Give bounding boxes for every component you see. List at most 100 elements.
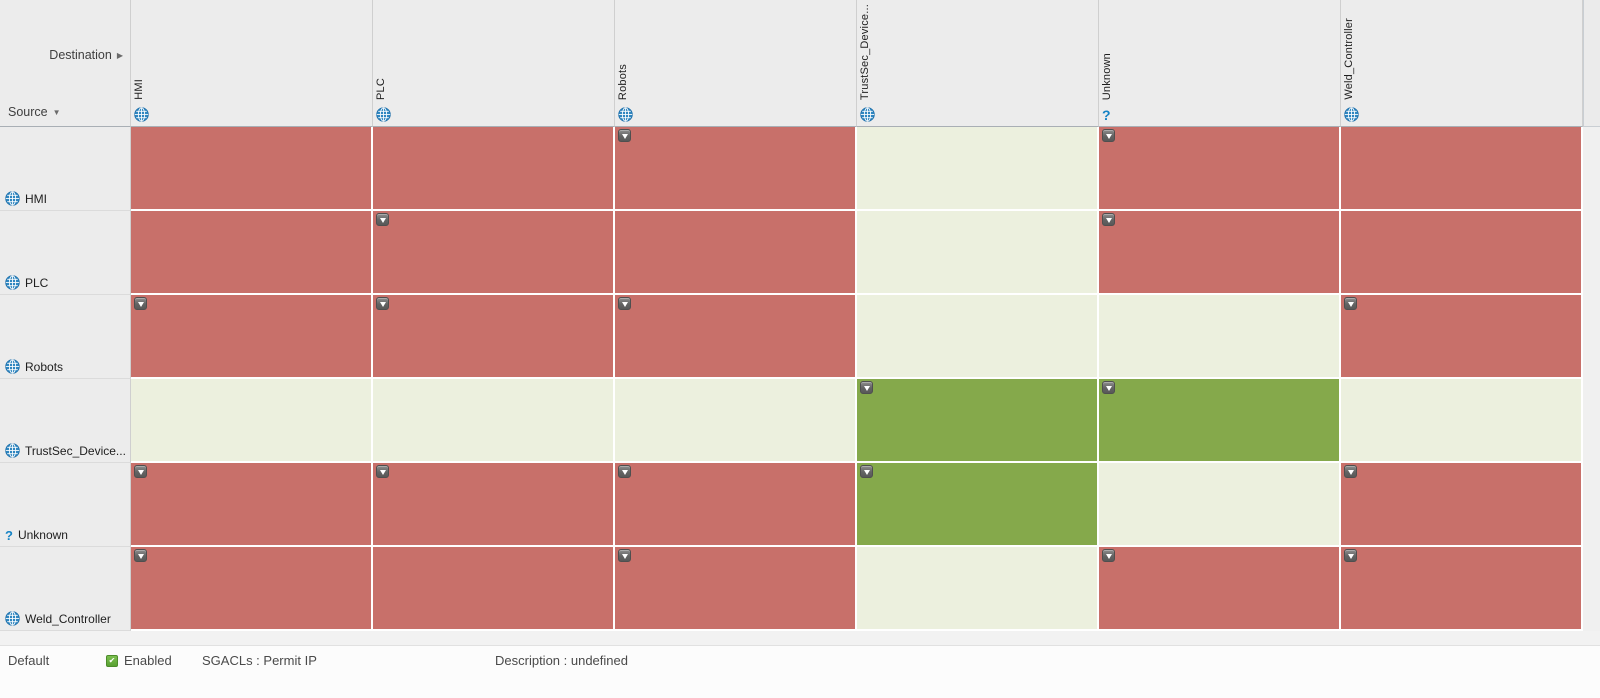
cell-menu-arrow-icon[interactable] [618,297,631,310]
cell-hmi-weld-controller[interactable] [1341,127,1583,211]
globe-icon [5,275,20,290]
cell-unknown-plc[interactable] [373,463,615,547]
cell-trustsec-device-hmi[interactable] [131,379,373,463]
matrix-corner-cell: Destination ▶ Source ▼ [0,0,131,127]
cell-trustsec-device-plc[interactable] [373,379,615,463]
cell-menu-arrow-icon[interactable] [618,549,631,562]
column-header-unknown[interactable]: Unknown? [1099,0,1341,127]
matrix-grid: Destination ▶ Source ▼ HMI PLC Robots Trust… [0,0,1583,631]
column-header-label: Unknown [1101,52,1113,100]
globe-icon [134,107,149,122]
cell-menu-arrow-icon[interactable] [134,465,147,478]
row-header-trustsec-device[interactable]: TrustSec_Device... [0,379,131,463]
cell-trustsec-device-trustsec-device[interactable] [857,379,1099,463]
cell-trustsec-device-unknown[interactable] [1099,379,1341,463]
cell-weld-controller-robots[interactable] [615,547,857,631]
cell-weld-controller-plc[interactable] [373,547,615,631]
cell-plc-unknown[interactable] [1099,211,1341,295]
cell-menu-arrow-icon[interactable] [1344,549,1357,562]
enabled-status: Enabled [106,653,172,668]
sgacls-status-text: SGACLs : Permit IP [202,653,317,668]
cell-unknown-unknown[interactable] [1099,463,1341,547]
column-header-hmi[interactable]: HMI [131,0,373,127]
cell-menu-arrow-icon[interactable] [376,213,389,226]
cell-plc-trustsec-device[interactable] [857,211,1099,295]
column-header-weld-controller[interactable]: Weld_Controller [1341,0,1583,127]
globe-icon [5,443,20,458]
cell-robots-trustsec-device[interactable] [857,295,1099,379]
cell-menu-arrow-icon[interactable] [618,465,631,478]
cell-plc-weld-controller[interactable] [1341,211,1583,295]
row-header-label: Robots [25,359,64,374]
column-header-label: PLC [375,78,387,100]
cell-menu-arrow-icon[interactable] [376,297,389,310]
cell-menu-arrow-icon[interactable] [1102,381,1115,394]
cell-robots-unknown[interactable] [1099,295,1341,379]
row-header-weld-controller[interactable]: Weld_Controller [0,547,131,631]
cell-menu-arrow-icon[interactable] [1344,465,1357,478]
column-header-label: HMI [133,79,145,100]
cell-menu-arrow-icon[interactable] [860,381,873,394]
description-status-text: Description : undefined [495,653,628,668]
cell-hmi-unknown[interactable] [1099,127,1341,211]
row-header-label: HMI [25,191,47,206]
row-header-robots[interactable]: Robots [0,295,131,379]
default-policy-link[interactable]: Default [8,653,50,668]
globe-icon [5,359,20,374]
column-header-label: TrustSec_Device... [859,3,871,100]
cell-trustsec-device-weld-controller[interactable] [1341,379,1583,463]
question-icon: ? [1102,107,1111,123]
destination-axis-label: Destination [49,48,112,62]
cell-weld-controller-hmi[interactable] [131,547,373,631]
cell-menu-arrow-icon[interactable] [1102,129,1115,142]
cell-unknown-hmi[interactable] [131,463,373,547]
cell-robots-plc[interactable] [373,295,615,379]
cell-menu-arrow-icon[interactable] [376,465,389,478]
cell-hmi-robots[interactable] [615,127,857,211]
column-header-label: Weld_Controller [1343,18,1355,100]
row-header-hmi[interactable]: HMI [0,127,131,211]
cell-hmi-trustsec-device[interactable] [857,127,1099,211]
cell-menu-arrow-icon[interactable] [618,129,631,142]
cell-menu-arrow-icon[interactable] [1102,213,1115,226]
column-header-label: Robots [617,63,629,100]
cell-robots-hmi[interactable] [131,295,373,379]
triangle-down-icon: ▼ [52,107,61,117]
cell-hmi-plc[interactable] [373,127,615,211]
triangle-right-icon: ▶ [116,50,123,60]
enabled-label: Enabled [124,653,172,668]
row-header-unknown[interactable]: ? Unknown [0,463,131,547]
row-header-plc[interactable]: PLC [0,211,131,295]
cell-plc-robots[interactable] [615,211,857,295]
cell-hmi-hmi[interactable] [131,127,373,211]
matrix-footer-divider [0,631,1600,646]
cell-weld-controller-weld-controller[interactable] [1341,547,1583,631]
cell-plc-hmi[interactable] [131,211,373,295]
cell-unknown-robots[interactable] [615,463,857,547]
cell-weld-controller-trustsec-device[interactable] [857,547,1099,631]
cell-menu-arrow-icon[interactable] [860,465,873,478]
cell-weld-controller-unknown[interactable] [1099,547,1341,631]
cell-menu-arrow-icon[interactable] [134,297,147,310]
cell-menu-arrow-icon[interactable] [134,549,147,562]
column-header-plc[interactable]: PLC [373,0,615,127]
globe-icon [5,611,20,626]
source-axis-button[interactable]: Source ▼ [8,105,61,119]
cell-trustsec-device-robots[interactable] [615,379,857,463]
cell-menu-arrow-icon[interactable] [1344,297,1357,310]
cell-plc-plc[interactable] [373,211,615,295]
matrix-corner-right-gutter [1583,0,1600,127]
cell-unknown-weld-controller[interactable] [1341,463,1583,547]
cell-robots-robots[interactable] [615,295,857,379]
cell-menu-arrow-icon[interactable] [1102,549,1115,562]
column-header-trustsec-device[interactable]: TrustSec_Device... [857,0,1099,127]
checkbox-checked-icon[interactable] [106,654,118,667]
cell-unknown-trustsec-device[interactable] [857,463,1099,547]
row-header-label: Unknown [17,528,68,542]
destination-axis-button[interactable]: Destination ▶ [49,48,123,62]
cell-robots-weld-controller[interactable] [1341,295,1583,379]
column-header-robots[interactable]: Robots [615,0,857,127]
policy-matrix: Destination ▶ Source ▼ HMI PLC Robots Trust… [0,0,1583,631]
globe-icon [860,107,875,122]
